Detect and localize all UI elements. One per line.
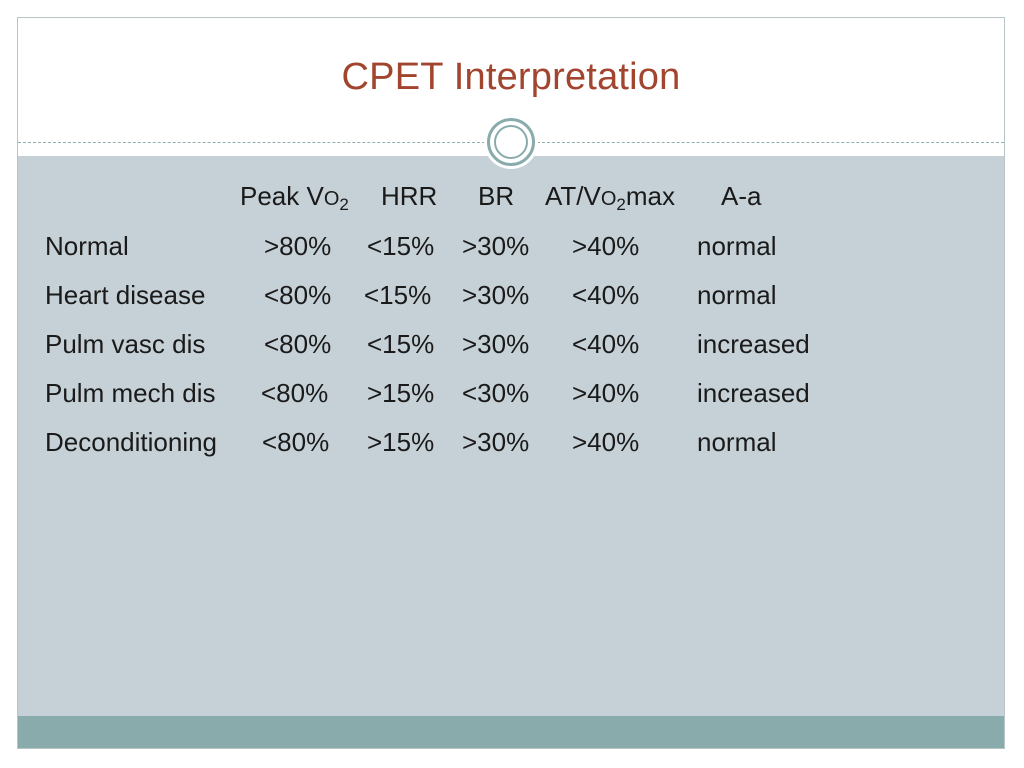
cell-hrr: >15% — [367, 427, 435, 457]
header-peak-vo2-sub: 2 — [339, 195, 349, 214]
cell-peak: >80% — [264, 231, 332, 261]
cell-hrr: <15% — [364, 280, 432, 310]
cell-aa: normal — [697, 231, 777, 261]
cell-at: >40% — [572, 378, 640, 408]
cell-aa: increased — [697, 378, 810, 408]
cell-at: >40% — [572, 427, 640, 457]
cell-peak: <80% — [262, 427, 330, 457]
row-label: Pulm vasc dis — [45, 329, 206, 359]
cell-aa: increased — [697, 329, 810, 359]
header-peak-vo2-prefix: Peak V — [240, 181, 324, 211]
cell-hrr: <15% — [367, 231, 435, 261]
content-area — [18, 156, 1004, 716]
cell-hrr: <15% — [367, 329, 435, 359]
cell-aa: normal — [697, 427, 777, 457]
cell-br: <30% — [462, 378, 530, 408]
slide: CPET Interpretation — [17, 17, 1005, 749]
cell-hrr: >15% — [367, 378, 435, 408]
header-hrr: HRR — [381, 181, 438, 211]
header-at-vo2max-prefix: AT/V — [545, 181, 601, 211]
cell-at: <40% — [572, 329, 640, 359]
cell-br: >30% — [462, 280, 530, 310]
header-peak-vo2-o: O — [323, 188, 340, 210]
circle-ornament-icon — [487, 118, 535, 166]
row-label: Pulm mech dis — [45, 378, 216, 408]
cell-peak: <80% — [264, 329, 332, 359]
header-at-vo2max: AT/VO2max — [545, 181, 676, 213]
header-at-vo2max-sub: 2 — [616, 195, 626, 214]
header-peak-vo2: Peak VO2 — [240, 181, 349, 213]
header-br: BR — [478, 181, 515, 211]
header-at-vo2max-o: O — [600, 188, 617, 210]
cell-br: >30% — [462, 231, 530, 261]
header-at-vo2max-suffix: max — [625, 181, 676, 211]
row-label: Deconditioning — [45, 427, 218, 457]
cell-at: <40% — [572, 280, 640, 310]
header-a-a: A-a — [721, 181, 762, 211]
cell-br: >30% — [462, 427, 530, 457]
cell-peak: <80% — [261, 378, 329, 408]
cell-br: >30% — [462, 329, 530, 359]
cell-at: >40% — [572, 231, 640, 261]
cell-peak: <80% — [264, 280, 332, 310]
slide-title: CPET Interpretation — [341, 56, 681, 98]
footer-bar — [18, 716, 1004, 748]
cell-aa: normal — [697, 280, 777, 310]
circle-ornament-inner — [494, 125, 528, 159]
row-label: Heart disease — [45, 280, 206, 310]
row-label: Normal — [45, 231, 129, 261]
